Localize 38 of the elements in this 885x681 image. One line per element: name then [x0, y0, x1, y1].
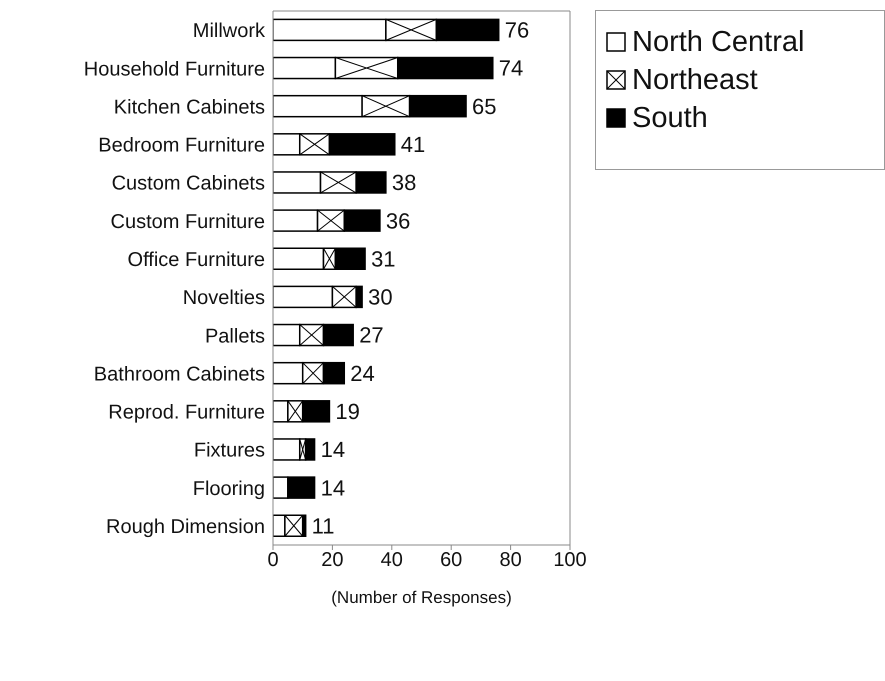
y-tick-label: Custom Furniture: [110, 210, 265, 233]
total-label: 31: [371, 246, 396, 272]
legend-label: Northeast: [632, 63, 758, 98]
y-tick-label: Millwork: [192, 20, 266, 42]
total-label: 76: [504, 18, 530, 43]
total-label: 41: [400, 132, 426, 158]
total-label: 14: [320, 437, 346, 462]
x-tick-label: 100: [553, 549, 587, 572]
total-label: 74: [498, 56, 524, 81]
total-label: 65: [472, 94, 497, 119]
x-axis-title: (Number of Responses): [331, 588, 512, 607]
y-tick-label: Household Furniture: [84, 58, 265, 80]
y-tick-label: Reprod. Furniture: [108, 402, 265, 424]
total-label: 19: [335, 399, 360, 424]
y-tick-label: Pallets: [204, 325, 265, 348]
total-label: 30: [368, 284, 393, 310]
total-label: 11: [312, 513, 335, 538]
x-tick-label: 60: [440, 549, 462, 572]
legend-label: South: [632, 101, 708, 136]
total-label: 24: [350, 360, 375, 386]
x-tick-label: 80: [499, 549, 522, 572]
y-tick-label: Rough Dimension: [106, 516, 265, 538]
total-label: 14: [320, 475, 346, 500]
y-tick-label: Bedroom Furniture: [98, 134, 265, 157]
total-label: 36: [386, 208, 410, 234]
y-tick-label: Novelties: [182, 287, 265, 310]
legend-label: North Central: [632, 25, 804, 60]
x-tick-label: 20: [321, 549, 344, 572]
y-tick-label: Office Furniture: [128, 249, 265, 272]
y-tick-label: Flooring: [192, 478, 265, 500]
y-tick-label: Custom Cabinets: [112, 172, 265, 195]
y-tick-label: Fixtures: [194, 440, 265, 462]
y-tick-label: Kitchen Cabinets: [114, 96, 265, 118]
x-tick-label: 40: [380, 549, 403, 572]
total-label: 27: [359, 322, 384, 348]
x-tick-label: 0: [267, 549, 279, 572]
y-tick-label: Bathroom Cabinets: [94, 363, 265, 386]
total-label: 38: [392, 170, 416, 196]
